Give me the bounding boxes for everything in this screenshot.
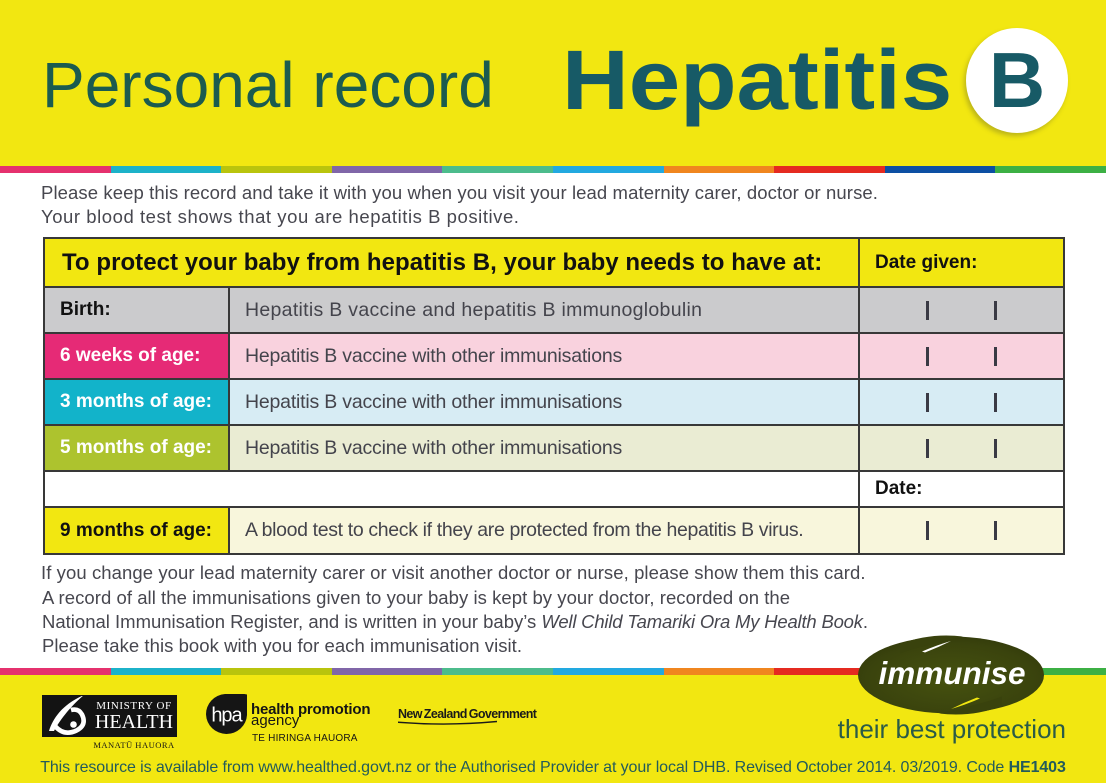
svg-text:immunise: immunise xyxy=(878,655,1025,691)
svg-text:hpa: hpa xyxy=(211,705,243,727)
